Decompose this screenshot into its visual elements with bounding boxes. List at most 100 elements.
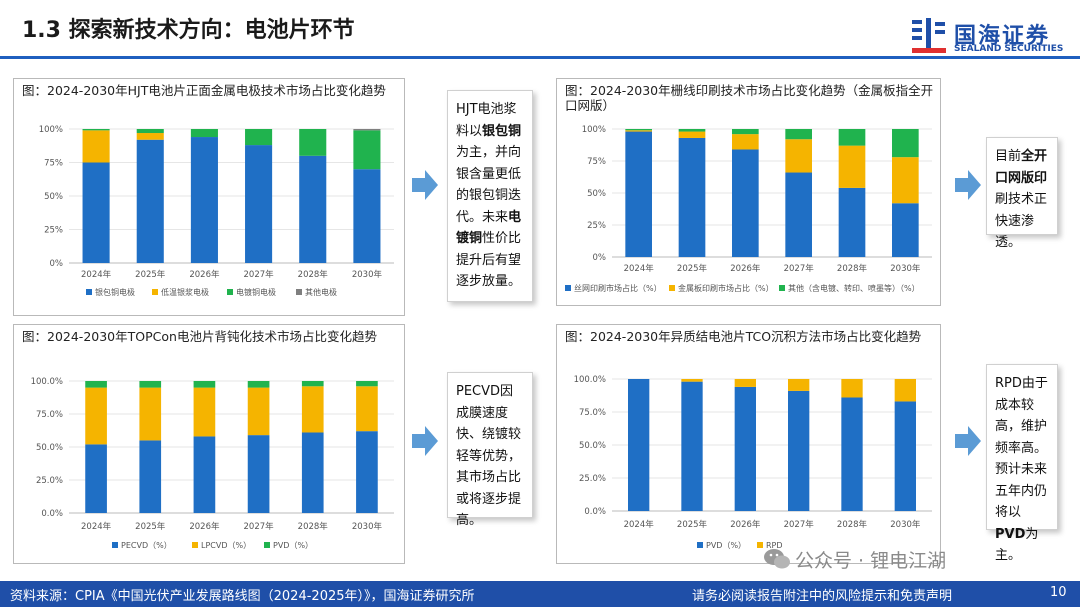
note-text: RPD由于成本较高，维护频率高。预计未来五年内仍将以 [995,376,1048,520]
legend-label: 其他（含电镀、转印、喷墨等）（%） [788,283,920,293]
chart-panel-topcon-passivation: 图：2024-2030年TOPCon电池片背钝化技术市场占比变化趋势 0.0% 2… [13,324,405,564]
page-title: 1.3 探索新技术方向：电池片环节 [22,18,355,43]
y-tick-label: 50% [587,189,606,199]
note-text: PVD [995,526,1026,542]
bar-segment [785,172,812,257]
legend-swatch [779,285,785,291]
y-tick-label: 0% [593,253,607,263]
footer-source: 资料来源：CPIA《中国光伏产业发展路线图（2024-2025年）》，国海证券研… [10,589,475,604]
watermark-text: 公众号 · 锂电江湖 [795,550,947,572]
bar-segment [299,129,327,156]
chart-title: 图：2024-2030年HJT电池片正面金属电极技术市场占比变化趋势 [22,83,386,98]
legend-label: PVD（%） [706,541,746,550]
bar-segment [247,381,270,388]
title-rule [0,56,1080,59]
y-tick-label: 25% [44,226,63,236]
legend-label: RPD [766,541,783,550]
y-tick-label: 50.0% [579,441,606,451]
bar-segment [681,379,703,382]
bar-segment [301,386,324,433]
y-tick-label: 25.0% [579,474,606,484]
x-category-label: 2030年 [890,519,921,530]
bar-segment [356,386,378,432]
x-category-label: 2028年 [837,519,868,530]
y-tick-label: 100.0% [31,377,63,387]
bar-segment [628,379,650,511]
bar-segment [625,129,652,131]
bar-segment [356,381,378,387]
y-tick-label: 100.0% [574,375,606,385]
bar-segment [136,133,164,140]
x-category-label: 2024年 [624,263,655,274]
bar-segment [353,169,381,263]
bar-segment [136,129,164,134]
bar-segment [301,432,324,513]
x-category-label: 2026年 [189,269,220,280]
bar-segment [85,387,107,445]
y-tick-label: 25.0% [36,476,63,486]
bar-segment [681,381,703,511]
bar-segment [732,134,759,150]
note-text: 全开口网版印 [995,149,1048,186]
x-category-label: 2024年 [81,269,112,280]
y-tick-label: 0.0% [584,507,606,517]
note-text: 刷技术正快速渗透。 [995,192,1048,250]
bar-segment [245,145,273,263]
bar-segment [734,379,756,387]
note-topcon: PECVD因成膜速度快、绕镀较轻等优势，其市场占比或将逐步提高。 [447,372,533,528]
chart-tco-deposition: 0.0% 25.0% 50.0% 75.0% 100.0% 2024年 2025年 2026年… [574,375,932,550]
note-hjt: HJT电池浆料以银包铜为主，并向银含量更低的银包铜迭代。未来电镀铜性价比提升后有… [447,90,533,302]
note-text: 为主。 [995,526,1039,564]
legend-swatch [565,285,571,291]
y-tick-label: 75.0% [36,410,63,420]
note-text: 电镀铜 [456,209,522,247]
bar-segment [247,387,270,436]
chart-panel-tco-deposition: 图：2024-2030年异质结电池片TCO沉积方法市场占比变化趋势 0.0% 25… [556,324,941,564]
bar-segment [678,137,706,257]
bar-segment [732,149,759,257]
bar-segment [678,131,706,138]
bar-segment [625,131,652,257]
chart-hjt-electrode: 0% 25% 50% 75% 100% 2024年 2025年 2026年 2027年 2028年… [39,125,394,297]
bar-segment [85,381,107,388]
arrow-right-icon [955,426,981,456]
bar-segment [190,129,218,138]
y-tick-label: 50% [44,192,63,202]
legend-label: 电镀铜电极 [236,287,276,297]
x-category-label: 2030年 [890,263,921,274]
bar-segment [82,162,110,263]
company-logo: 国海证券 SEALAND SECURITIES [910,16,1070,60]
x-category-label: 2024年 [81,521,112,532]
legend-label: 丝网印刷市场占比（%） [574,283,662,293]
x-category-label: 2025年 [677,263,708,274]
x-category-label: 2030年 [352,269,383,280]
y-tick-label: 50.0% [36,443,63,453]
page-number: 10 [1050,585,1067,600]
legend-swatch [152,289,158,295]
bar-segment [139,387,162,441]
bar-segment [838,129,866,146]
bar-segment [732,129,759,135]
bar-segment [841,379,863,398]
x-category-label: 2027年 [784,263,815,274]
y-tick-label: 75% [587,157,606,167]
logo-chinese-name: 国海证券 [954,24,1051,49]
chart-title: 图：2024-2030年异质结电池片TCO沉积方法市场占比变化趋势 [565,329,922,344]
chart-gridline-printing: 0% 25% 50% 75% 100% 2024年 2025年 2026年 2027年 2028年… [565,125,932,293]
y-tick-label: 25% [587,221,606,231]
x-category-label: 2026年 [730,263,761,274]
bar-segment [193,387,216,437]
arrow-right-icon [955,170,981,200]
bar-segment [301,381,324,387]
bar-segment [139,381,162,388]
bar-segment [894,401,916,511]
note-text: 性价比提升后有望逐步放量。 [456,231,522,289]
x-category-label: 2027年 [244,521,275,532]
footer-bar: 资料来源：CPIA《中国光伏产业发展路线图（2024-2025年）》，国海证券研… [0,581,1080,607]
legend-label: LPCVD（%） [201,541,251,550]
legend-label: PECVD（%） [121,541,172,550]
legend-label: 其他电极 [305,287,337,297]
legend-swatch [757,542,763,548]
bar-segment [734,386,756,511]
arrow-right-icon [412,426,438,456]
